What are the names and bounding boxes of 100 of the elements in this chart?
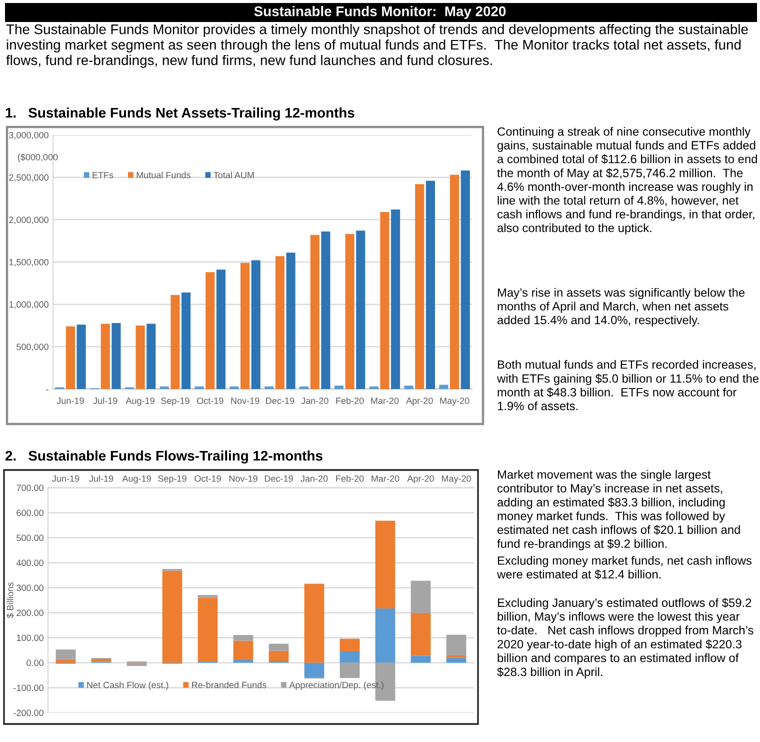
x-tick-label: Jul-19 <box>93 397 118 404</box>
bar <box>136 326 145 389</box>
bar <box>268 644 289 651</box>
bar <box>286 252 296 389</box>
text: Excluding January’s estimated outflows of $59.2 billion, May’s inflows were the lowest this year to-date. Net cash inflows dropped from March’s 2020 year-to-date high of an estimated $220.3 billion and compares to an estimated inflow of $28.3 billion in April. <box>497 598 754 678</box>
bar <box>340 662 360 678</box>
y-tick-label: 1,500,000 <box>9 258 48 266</box>
legend-label: Appreciation/Dep. (est.) <box>289 682 384 690</box>
x-tick-label: Jan-20 <box>301 398 328 404</box>
x-tick-label: Feb-20 <box>336 397 364 404</box>
x-tick-label: Dec-19 <box>266 398 294 404</box>
y-tick-label: 500.00 <box>16 534 44 542</box>
x-tick-label: Oct-19 <box>194 475 221 482</box>
bar <box>410 656 431 663</box>
x-tick-label: Jul-19 <box>89 475 114 482</box>
y-axis-title: $ Billions <box>6 582 14 618</box>
text: May’s rise in assets was significantly below the months of April and March, when net assets added 15.4% and 14.0%, respectively. <box>498 288 745 327</box>
bar <box>233 640 254 660</box>
legend-label: Re-branded Funds <box>192 682 266 688</box>
bar <box>146 324 156 389</box>
bar <box>251 260 260 389</box>
x-tick-label: Apr-20 <box>406 398 433 406</box>
x-tick-label: Nov-19 <box>231 398 260 404</box>
bar <box>162 570 182 663</box>
bar <box>410 613 431 656</box>
x-tick-label: Jan-20 <box>300 475 328 482</box>
bar <box>56 659 76 663</box>
bar <box>194 386 204 389</box>
y-tick-label: 2,500,000 <box>9 174 48 182</box>
bar <box>160 386 169 389</box>
y-tick-label: 100.00 <box>16 634 44 642</box>
bar <box>300 386 309 389</box>
bar <box>356 230 366 389</box>
y-tick-label: 600.00 <box>16 510 44 516</box>
text: Excluding money market funds, net cash inflows were estimated at $12.4 billion. <box>496 556 752 580</box>
text: The Sustainable Funds Monitor provides a timely monthly snapshot of trends and developments affecting the sustainable investing market segment as seen through the lens of mutual funds and ETFs. The Monitor tracks total net assets, fund flows, fund re-brandings, new fund firms, new fund launches and fund closures. <box>6 24 748 68</box>
x-tick-label: May-20 <box>442 475 471 484</box>
y-axis-title: ($000,000 <box>18 154 58 162</box>
x-tick-label: Feb-20 <box>336 475 364 482</box>
bar <box>76 324 86 389</box>
bar <box>345 234 354 389</box>
x-tick-label: Aug-19 <box>126 398 154 406</box>
bar <box>275 256 284 389</box>
x-tick-label: Aug-19 <box>122 475 151 484</box>
y-tick-label: 500,000 <box>16 344 48 352</box>
x-tick-label: Jun-19 <box>56 398 84 404</box>
bar <box>340 651 360 663</box>
bar <box>268 650 289 661</box>
y-tick-label: 300.00 <box>16 584 44 592</box>
chart-title: 1. Sustainable Funds Net Assets-Trailing 12-months <box>6 107 354 121</box>
x-tick-label: May-20 <box>440 398 470 406</box>
y-tick-label: 200.00 <box>16 610 44 616</box>
bar <box>216 270 226 389</box>
bar <box>446 658 466 663</box>
bar <box>126 662 147 666</box>
bar <box>369 386 378 389</box>
bar <box>112 322 121 389</box>
bar <box>304 584 324 663</box>
y-tick-label: 2,000,000 <box>9 216 48 224</box>
bar <box>206 272 215 389</box>
bar <box>375 608 396 663</box>
chart-title: 2. Sustainable Funds Flows-Trailing 12-months <box>5 450 322 464</box>
legend-label: Total AUM <box>214 172 254 178</box>
x-tick-label: Dec-19 <box>264 475 293 482</box>
bar <box>426 180 435 389</box>
bar <box>181 292 191 389</box>
bar <box>233 634 254 641</box>
y-tick-label: 3,000,000 <box>9 132 48 140</box>
x-tick-label: Sep-19 <box>158 475 186 484</box>
y-tick-label: 400.00 <box>16 560 44 566</box>
text: Continuing a streak of nine consecutive monthly gains, sustainable mutual funds and ETFs added a combined total of $112.6 billion in assets to end the month of May at $2,575,746.2 million. The 4.6% month-over-month increase was roughly in line with the total return of 4.8%, however, net cash inflows and fund re-brandings, in that order, also contributed to the uptick. <box>497 127 757 234</box>
x-tick-label: Jun-19 <box>52 475 80 482</box>
bar <box>340 638 360 652</box>
x-tick-label: Nov-19 <box>229 475 258 482</box>
bar <box>100 324 110 389</box>
legend-label: Mutual Funds <box>136 172 190 178</box>
y-tick-label: 1,000,000 <box>9 301 48 309</box>
x-tick-label: Mar-20 <box>372 475 400 482</box>
bar <box>321 232 330 389</box>
x-tick-label: Sep-19 <box>161 398 190 406</box>
bar <box>404 386 414 389</box>
bar <box>334 386 344 389</box>
bar <box>415 184 424 389</box>
bar <box>304 662 324 678</box>
text: Sustainable Funds Monitor: May 2020 <box>254 6 506 19</box>
bar <box>439 384 448 389</box>
legend-label: Net Cash Flow (est.) <box>87 682 168 690</box>
bar <box>460 170 470 389</box>
bar <box>240 262 250 389</box>
text: Both mutual funds and ETFs recorded increases, with ETFs gaining $5.0 billion or 11.5% to end the month at $48.3 billion. ETFs now account for 1.9% of assets. <box>496 360 759 410</box>
legend-label: ETFs <box>92 172 114 178</box>
bar <box>446 634 466 656</box>
y-tick-label: 700.00 <box>16 484 44 492</box>
bar <box>380 212 390 389</box>
text: Market movement was the single largest contributor to May’s increase in net assets, adding an estimated $83.3 billion, including money market funds. This was followed by estimated net cash inflows of $20.1 billion and fund re-brandings at $9.2 billion. <box>497 470 740 550</box>
bar <box>310 234 320 389</box>
bar <box>198 598 218 662</box>
bar <box>450 174 460 389</box>
bar <box>230 386 239 389</box>
x-tick-label: Mar-20 <box>371 398 399 404</box>
